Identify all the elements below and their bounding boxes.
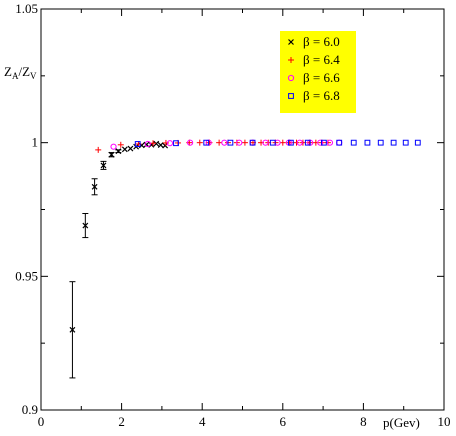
data-point xyxy=(134,141,141,147)
data-point xyxy=(296,139,303,146)
data-point xyxy=(162,139,169,146)
data-point xyxy=(150,140,157,147)
data-point xyxy=(304,139,311,146)
axis-tick-labels: 0 2 4 6 8 10 0.9 0.95 1 1.05 xyxy=(15,1,450,429)
data-point xyxy=(144,140,151,148)
data-point xyxy=(317,139,324,146)
x-tick-label: 4 xyxy=(199,414,206,429)
data-points xyxy=(69,139,421,379)
data-point xyxy=(187,139,194,146)
data-point xyxy=(82,222,89,229)
plot-frame xyxy=(40,8,445,411)
x-axis-label: p(Gev) xyxy=(383,415,420,430)
data-point xyxy=(241,139,248,146)
data-point xyxy=(287,139,294,146)
data-point xyxy=(216,139,223,146)
y-axis-label-sub-v: V xyxy=(30,71,37,81)
data-point xyxy=(293,139,300,146)
data-point xyxy=(108,151,115,158)
legend-marker xyxy=(288,57,294,63)
plot-area-border xyxy=(40,8,445,411)
data-point xyxy=(221,139,228,146)
data-point xyxy=(336,139,343,146)
data-point xyxy=(127,145,134,152)
data-point xyxy=(279,139,286,146)
legend-label: β = 6.6 xyxy=(303,70,340,85)
data-point xyxy=(249,139,256,146)
legend-marker xyxy=(287,74,295,82)
legend-marker xyxy=(288,39,294,45)
data-point xyxy=(269,139,276,146)
data-point xyxy=(95,146,102,153)
x-tick-label: 8 xyxy=(360,414,367,429)
legend-marker xyxy=(288,93,294,99)
legend-entry: β = 6.0 xyxy=(288,34,340,49)
data-point xyxy=(69,326,76,333)
x-tick-label: 0 xyxy=(38,414,45,429)
x-tick-label: 6 xyxy=(280,414,287,429)
data-point xyxy=(117,141,124,148)
data-point xyxy=(350,139,357,146)
data-point xyxy=(390,139,397,146)
x-tick-label: 2 xyxy=(118,414,125,429)
data-point xyxy=(173,140,179,147)
y-axis-label: ZA/ZV xyxy=(4,64,37,81)
data-point xyxy=(262,139,269,146)
data-point xyxy=(196,139,203,146)
y-tick-label: 1 xyxy=(32,135,39,150)
data-point xyxy=(414,139,421,146)
data-point xyxy=(153,140,160,147)
data-point xyxy=(100,162,107,169)
data-point xyxy=(121,146,128,153)
legend-entry: β = 6.4 xyxy=(288,52,340,67)
data-point xyxy=(203,139,210,146)
legend-box xyxy=(280,31,356,113)
legend-label: β = 6.4 xyxy=(303,52,340,67)
data-point xyxy=(402,139,409,146)
data-point xyxy=(115,148,122,155)
legend: β = 6.0 β = 6.4 β = 6.6 β = 6.8 xyxy=(280,31,356,113)
y-axis-label-sub-a: A xyxy=(12,71,19,81)
x-tick-label: 10 xyxy=(438,414,451,429)
legend-entry: β = 6.8 xyxy=(288,88,340,103)
data-point xyxy=(162,142,169,149)
data-point xyxy=(236,139,243,146)
y-tick-label: 0.9 xyxy=(22,402,38,417)
data-point xyxy=(364,139,371,146)
legend-label: β = 6.0 xyxy=(303,34,340,49)
y-axis-label-main: Z xyxy=(4,64,12,79)
data-point xyxy=(321,139,327,146)
axis-ticks xyxy=(40,8,445,411)
data-point xyxy=(377,139,384,146)
legend-entry: β = 6.6 xyxy=(287,70,340,85)
data-point xyxy=(110,143,117,150)
data-point xyxy=(227,139,234,146)
y-axis-label-slash: /Z xyxy=(18,64,30,79)
data-point xyxy=(326,139,334,146)
y-tick-label: 0.95 xyxy=(15,268,38,283)
data-point xyxy=(166,140,174,147)
data-point xyxy=(91,183,98,190)
y-tick-label: 1.05 xyxy=(15,1,38,16)
legend-label: β = 6.8 xyxy=(303,88,340,103)
data-point xyxy=(336,139,343,146)
